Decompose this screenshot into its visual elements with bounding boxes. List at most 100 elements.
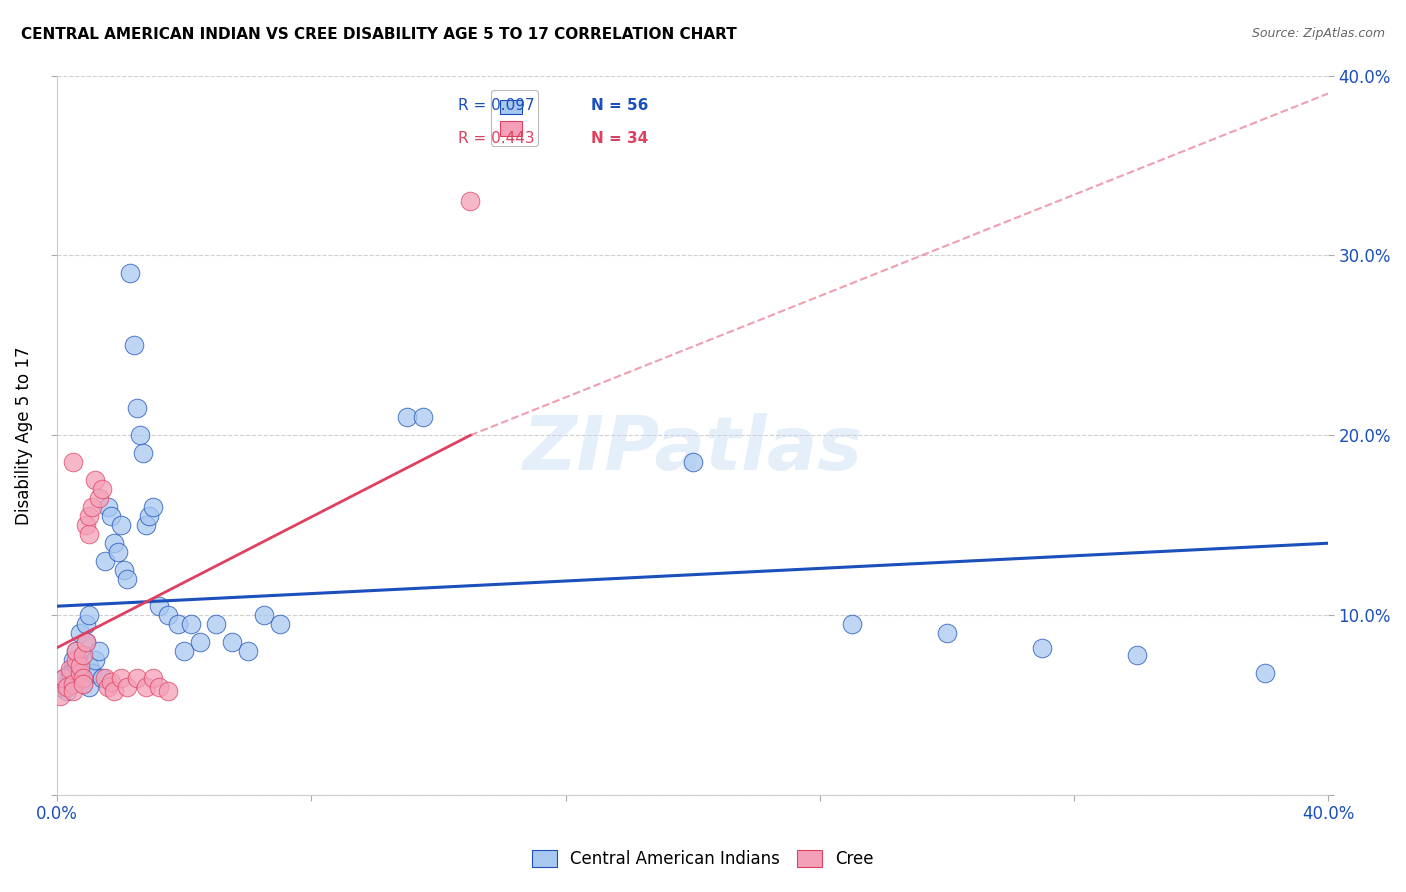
Point	[75, 635, 97, 649]
Point	[72, 676, 94, 690]
Point	[103, 536, 125, 550]
Point	[62, 676, 84, 690]
Point	[157, 608, 180, 623]
Point	[125, 401, 148, 416]
Point	[125, 671, 148, 685]
Point	[72, 648, 94, 662]
Point	[120, 266, 142, 280]
Point	[135, 680, 157, 694]
Point	[94, 554, 117, 568]
Point	[65, 644, 87, 658]
Point	[77, 527, 100, 541]
Legend: Central American Indians, Cree: Central American Indians, Cree	[526, 843, 880, 875]
Text: R = 0.443: R = 0.443	[457, 131, 534, 146]
Point	[97, 680, 120, 694]
Point	[236, 644, 259, 658]
Point	[62, 653, 84, 667]
Point	[112, 563, 135, 577]
Point	[142, 500, 165, 515]
Point	[87, 491, 110, 506]
Point	[188, 635, 211, 649]
Text: Source: ZipAtlas.com: Source: ZipAtlas.com	[1251, 27, 1385, 40]
Point	[97, 500, 120, 515]
Point	[100, 509, 122, 524]
Point	[935, 626, 957, 640]
Point	[65, 644, 87, 658]
Point	[122, 338, 145, 352]
Point	[103, 683, 125, 698]
Point	[75, 635, 97, 649]
Point	[56, 683, 79, 698]
Point	[205, 617, 228, 632]
Point	[72, 676, 94, 690]
Text: ZIPatlas: ZIPatlas	[523, 413, 863, 486]
Point	[49, 689, 72, 703]
Point	[87, 644, 110, 658]
Point	[135, 518, 157, 533]
Point	[460, 194, 482, 209]
Legend: , : ,	[491, 90, 538, 146]
Point	[138, 509, 160, 524]
Point	[1253, 665, 1275, 680]
Point	[100, 674, 122, 689]
Point	[52, 671, 75, 685]
Point	[107, 545, 129, 559]
Point	[69, 658, 91, 673]
Point	[90, 671, 112, 685]
Y-axis label: Disability Age 5 to 17: Disability Age 5 to 17	[15, 346, 32, 524]
Point	[62, 683, 84, 698]
Point	[77, 680, 100, 694]
Point	[180, 617, 202, 632]
Point	[173, 644, 195, 658]
Text: R = 0.097: R = 0.097	[457, 98, 534, 113]
Point	[110, 671, 132, 685]
Point	[75, 518, 97, 533]
Point	[62, 662, 84, 676]
Point	[148, 680, 170, 694]
Point	[1126, 648, 1149, 662]
Point	[69, 671, 91, 685]
Point	[84, 653, 107, 667]
Point	[841, 617, 863, 632]
Point	[56, 680, 79, 694]
Point	[395, 410, 418, 425]
Text: CENTRAL AMERICAN INDIAN VS CREE DISABILITY AGE 5 TO 17 CORRELATION CHART: CENTRAL AMERICAN INDIAN VS CREE DISABILI…	[21, 27, 737, 42]
Point	[1031, 640, 1053, 655]
Point	[82, 500, 104, 515]
Point	[77, 608, 100, 623]
Point	[167, 617, 190, 632]
Point	[682, 455, 704, 469]
Point	[59, 665, 82, 680]
Point	[132, 446, 155, 460]
Point	[253, 608, 276, 623]
Text: N = 34: N = 34	[591, 131, 648, 146]
Point	[115, 572, 138, 586]
Point	[142, 671, 165, 685]
Point	[90, 482, 112, 496]
Point	[77, 658, 100, 673]
Point	[94, 671, 117, 685]
Point	[221, 635, 243, 649]
Point	[82, 665, 104, 680]
Point	[157, 683, 180, 698]
Point	[52, 671, 75, 685]
Point	[59, 662, 82, 676]
Point	[115, 680, 138, 694]
Point	[75, 617, 97, 632]
Point	[84, 473, 107, 487]
Point	[412, 410, 434, 425]
Point	[72, 671, 94, 685]
Point	[65, 658, 87, 673]
Point	[269, 617, 291, 632]
Point	[77, 509, 100, 524]
Point	[72, 648, 94, 662]
Point	[69, 665, 91, 680]
Text: N = 56: N = 56	[591, 98, 648, 113]
Point	[129, 428, 152, 442]
Point	[62, 455, 84, 469]
Point	[110, 518, 132, 533]
Point	[49, 680, 72, 694]
Point	[148, 599, 170, 614]
Point	[69, 626, 91, 640]
Point	[65, 653, 87, 667]
